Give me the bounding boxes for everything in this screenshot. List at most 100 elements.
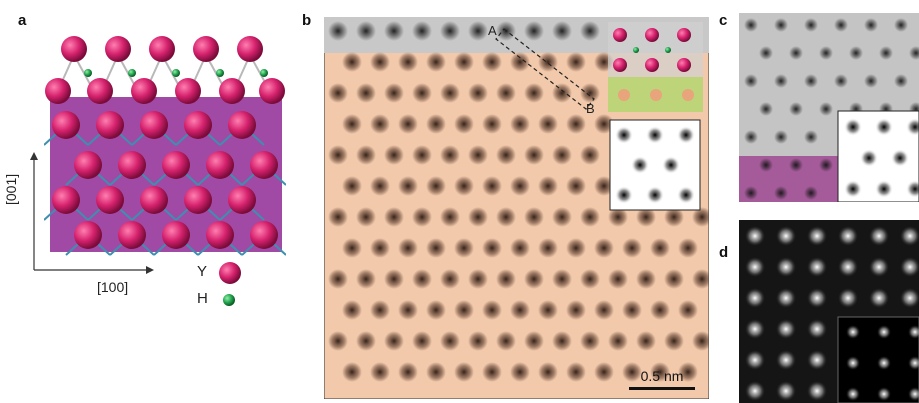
simulated-atom-column — [908, 356, 919, 370]
atom-column — [384, 331, 404, 351]
substrate-atoms — [44, 111, 286, 256]
atom-column — [759, 46, 773, 60]
atom-column — [328, 207, 348, 227]
atom-column — [774, 130, 788, 144]
atom-column — [468, 83, 488, 103]
simulated-atom-column — [646, 186, 664, 204]
simulated-atom-column — [906, 180, 919, 198]
atom-column — [869, 257, 889, 277]
simulated-atom-column — [875, 180, 893, 198]
atom-column — [412, 83, 432, 103]
atom-column — [566, 300, 586, 320]
atom-column — [745, 381, 765, 401]
linescan-box — [495, 28, 595, 110]
atom-column — [692, 331, 709, 351]
simulated-atom-column — [844, 180, 862, 198]
atom-column — [580, 269, 600, 289]
atom-column — [807, 288, 827, 308]
atom-column — [580, 207, 600, 227]
atom-column — [834, 18, 848, 32]
atom-column — [636, 269, 656, 289]
simulated-atom-column — [846, 356, 860, 370]
atom-column — [774, 186, 788, 200]
atom-column — [776, 350, 796, 370]
atom-column — [594, 300, 614, 320]
atom-column — [412, 331, 432, 351]
atom-column — [580, 331, 600, 351]
atom-column — [864, 18, 878, 32]
panel-label-d: d — [719, 244, 729, 261]
atom-column — [440, 83, 460, 103]
atom-column — [664, 331, 684, 351]
stem-image-d — [739, 220, 919, 403]
atom-column — [370, 176, 390, 196]
atom-column — [398, 176, 418, 196]
simulated-atom-column — [662, 156, 680, 174]
atom-column — [636, 331, 656, 351]
atom-column — [594, 362, 614, 382]
simulated-atom-column — [646, 126, 664, 144]
atom-column — [776, 257, 796, 277]
atom-column — [664, 269, 684, 289]
simulated-atom-column — [844, 118, 862, 136]
atom-column — [636, 207, 656, 227]
atom-column — [819, 46, 833, 60]
atom-column — [552, 331, 572, 351]
simulated-atom-column — [860, 149, 878, 167]
atom-column — [398, 362, 418, 382]
atom-columns-b — [328, 21, 709, 382]
atom-column — [692, 269, 709, 289]
atom-column — [819, 102, 833, 116]
axis-label-100: [100] — [97, 279, 129, 295]
atom-column — [776, 381, 796, 401]
y-atom — [193, 36, 219, 62]
atom-column — [440, 331, 460, 351]
atom-column — [664, 207, 684, 227]
atom-column — [552, 83, 572, 103]
y-atom — [131, 78, 157, 104]
atom-column — [524, 331, 544, 351]
atom-column — [426, 300, 446, 320]
atom-column — [412, 207, 432, 227]
atom-column — [552, 269, 572, 289]
panel-label-a: a — [18, 12, 27, 29]
atom-column — [384, 83, 404, 103]
atom-column — [468, 207, 488, 227]
atom-column — [538, 362, 558, 382]
stem-image-b: A B 0.5 nm — [324, 17, 709, 399]
atom-column — [894, 18, 908, 32]
atom-column — [650, 362, 670, 382]
atom-column — [342, 176, 362, 196]
substrate-atom — [96, 111, 124, 139]
atom-column — [900, 257, 919, 277]
crystal-structure-diagram — [44, 36, 286, 256]
atom-column — [594, 238, 614, 258]
atom-column — [538, 238, 558, 258]
simulated-atom-column — [908, 325, 919, 339]
substrate-atom — [228, 186, 256, 214]
atom-column — [426, 238, 446, 258]
atom-column — [524, 145, 544, 165]
atom-column — [398, 114, 418, 134]
atom-column — [482, 300, 502, 320]
linescan-end-label: B — [586, 101, 595, 116]
atom-column — [510, 176, 530, 196]
atom-column — [384, 21, 404, 41]
atom-column — [510, 114, 530, 134]
atom-column — [566, 114, 586, 134]
atom-column — [807, 350, 827, 370]
atom-column — [482, 362, 502, 382]
h-atom — [84, 69, 92, 77]
atom-column — [356, 145, 376, 165]
atom-column — [807, 257, 827, 277]
substrate-atom — [118, 221, 146, 249]
atom-column — [566, 362, 586, 382]
atom-column — [692, 207, 709, 227]
atom-column — [745, 226, 765, 246]
atom-column — [426, 176, 446, 196]
atom-column — [538, 176, 558, 196]
y-atom — [219, 78, 245, 104]
atom-column — [745, 319, 765, 339]
atom-column — [510, 52, 530, 72]
atom-column — [454, 52, 474, 72]
